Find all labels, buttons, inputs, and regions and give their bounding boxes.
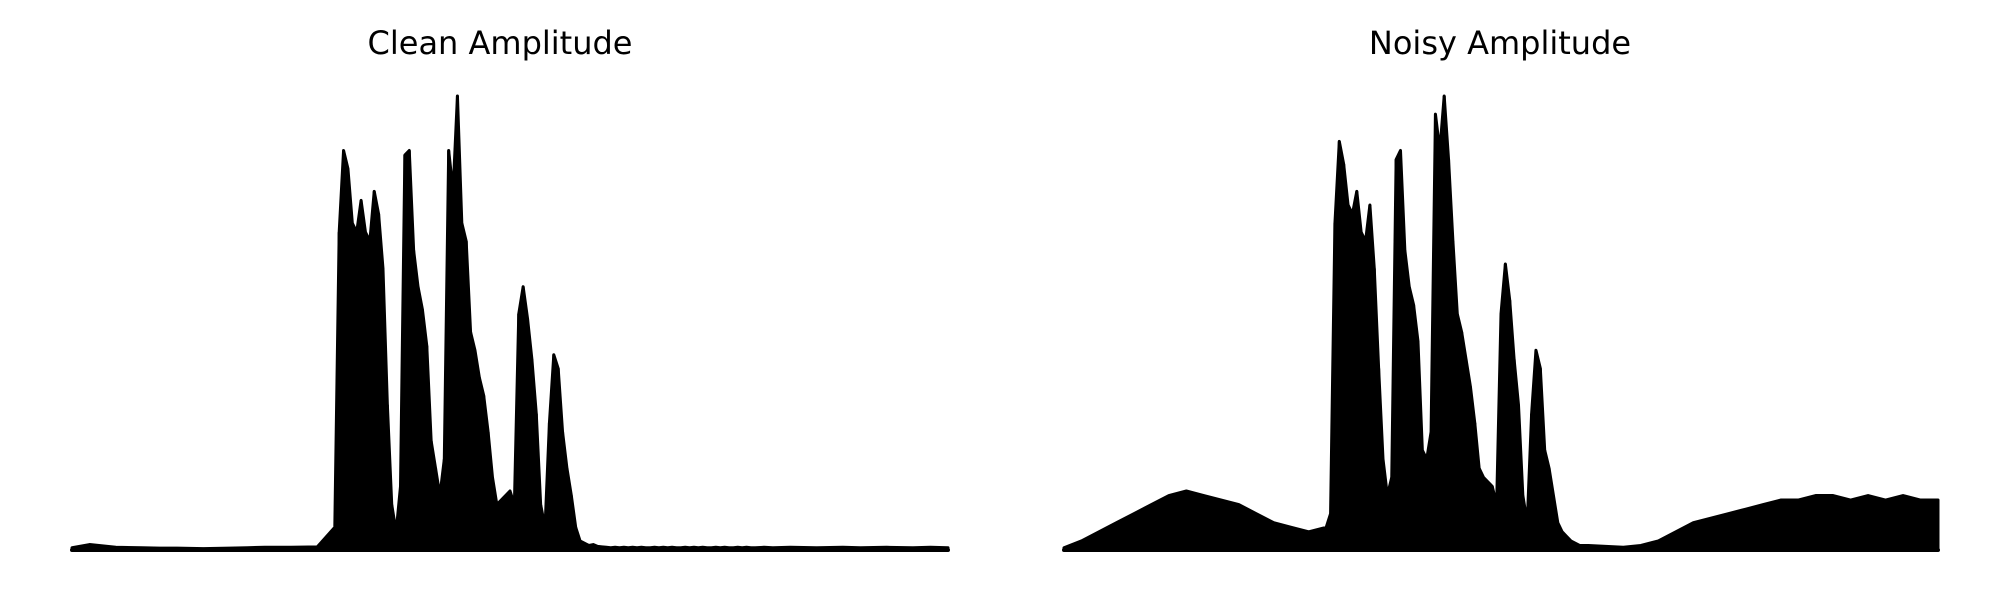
clean-amplitude-panel: Clean Amplitude <box>70 24 950 552</box>
noisy-amplitude-panel: Noisy Amplitude <box>1000 0 2000 600</box>
noisy-amplitude-plot <box>1062 94 1940 552</box>
amplitude-series <box>70 94 950 552</box>
chart-title: Noisy Amplitude <box>1368 24 1632 62</box>
chart-title: Clean Amplitude <box>367 24 633 62</box>
clean-amplitude-plot <box>70 94 950 552</box>
